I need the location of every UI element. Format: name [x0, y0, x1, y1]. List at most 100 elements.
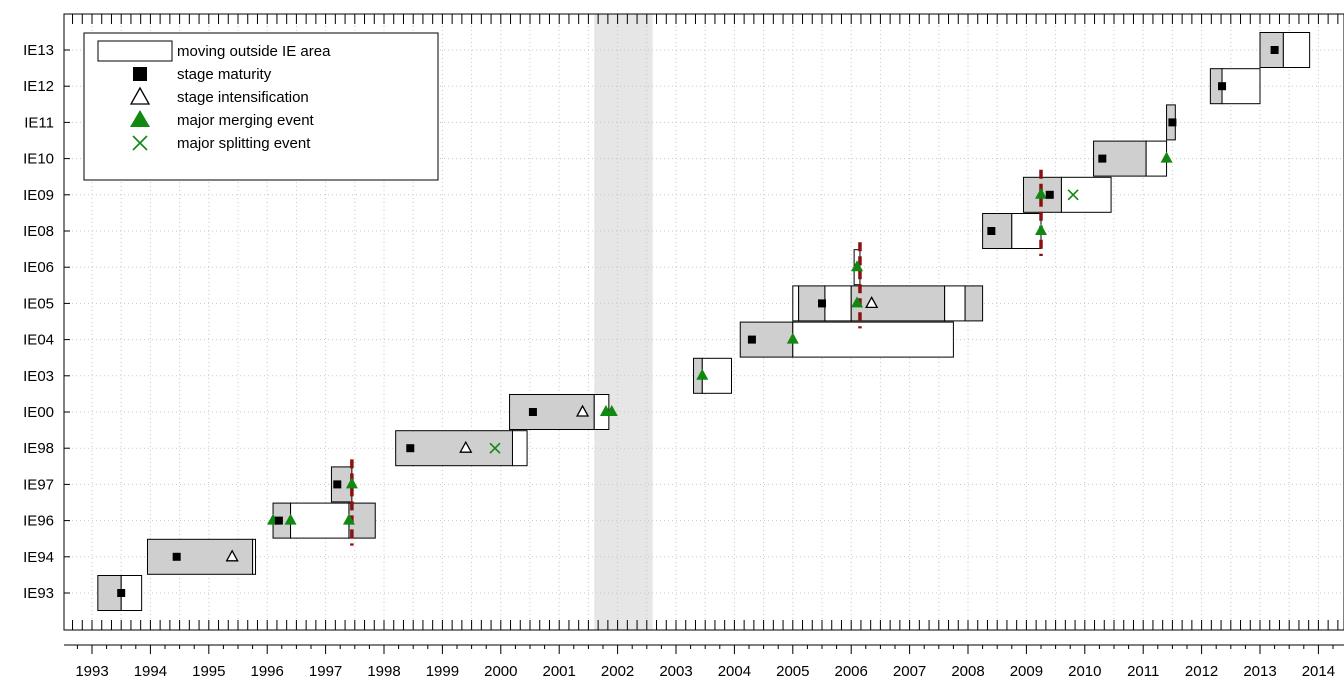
x-tick-label: 2003 [659, 663, 692, 680]
maturity-marker [818, 299, 826, 308]
y-tick-label: IE98 [23, 440, 54, 457]
intensification-marker [459, 440, 473, 453]
x-tick-label: 2006 [835, 663, 868, 680]
x-tick-label: 1993 [75, 663, 108, 680]
maturity-marker [987, 227, 996, 235]
bar-segment-outside [511, 430, 528, 467]
merge-marker [1035, 224, 1047, 235]
bar-segment-inside [850, 285, 946, 322]
dashed-connectors [350, 169, 1043, 546]
y-tick-label: IE96 [23, 513, 54, 530]
maturity-marker [1045, 190, 1054, 199]
y-tick-label: IE12 [23, 78, 54, 95]
bar-ie00 [509, 394, 610, 430]
bar-ie08 [982, 213, 1042, 249]
legend: moving outside IE area stage maturity stag… [83, 32, 439, 181]
merge-marker [786, 332, 799, 344]
y-tick-label: IE08 [23, 223, 54, 240]
legend-intensification-marker [129, 86, 151, 105]
split-stroke [489, 442, 501, 454]
y-tick-label: IE11 [24, 114, 54, 131]
maturity-marker [333, 480, 342, 489]
plot-frame [63, 13, 1344, 631]
x-tick-label: 1999 [426, 663, 459, 680]
bar-ie12 [1209, 68, 1261, 105]
intensification-marker [225, 549, 239, 562]
x-tick-label: 1997 [309, 663, 342, 680]
y-tick-label: IE93 [23, 585, 54, 602]
y-tick-label: IE00 [23, 404, 54, 421]
maturity-marker [1098, 154, 1107, 163]
split-marker [489, 442, 501, 454]
bar-segment-outside [290, 502, 350, 539]
maturity-marker [117, 589, 126, 597]
maturity-marker [747, 335, 756, 344]
merge-marker [342, 513, 355, 525]
bar-ie09 [1022, 176, 1112, 213]
merge-marker [851, 260, 864, 272]
bar-ie05 [792, 285, 984, 322]
intensification-marker [575, 404, 590, 417]
event-markers [117, 46, 1279, 597]
bar-segment-outside [824, 285, 852, 322]
merge-marker [696, 368, 709, 380]
y-tick-label: IE03 [23, 368, 54, 385]
plot-border [63, 13, 1344, 631]
merge-marker [851, 296, 864, 308]
shaded-period [594, 14, 653, 630]
y-tick-label: IE04 [23, 332, 54, 349]
x-tick-label: 1995 [192, 663, 225, 680]
maturity-marker [274, 516, 283, 525]
x-tick-label: 2012 [1185, 663, 1218, 680]
x-axis: 1993 1994 1995 1996 1997 1998 1999 2000 2001 2002… [64, 644, 1344, 680]
bar-segment-outside [252, 538, 257, 575]
bar-segment-inside [739, 321, 794, 358]
x-tick-label: 1998 [367, 663, 400, 680]
x-tick-label: 2011 [1127, 663, 1159, 680]
intensification-marker [865, 296, 879, 309]
maturity-marker [1168, 118, 1177, 127]
legend-split-marker [132, 135, 148, 151]
x-tick-label: 2007 [893, 663, 926, 680]
split-stroke [1067, 189, 1079, 201]
legend-merge-marker [130, 110, 150, 127]
x-tick-label: 1994 [134, 663, 167, 680]
y-tick-label: IE94 [23, 549, 54, 566]
bar-ie04 [739, 321, 954, 358]
bar-segment-outside [944, 285, 966, 322]
maturity-marker [1270, 46, 1279, 54]
y-tick-label: IE09 [23, 187, 54, 204]
bar-segment-outside [792, 285, 800, 322]
legend-label-intensification: stage intensification [177, 89, 309, 106]
merge-marker [605, 405, 618, 416]
bar-segment-inside [982, 213, 1013, 249]
x-tick-label: 2001 [543, 663, 576, 680]
bar-segment-outside [1221, 68, 1261, 105]
split-stroke [132, 135, 148, 151]
bar-ie94 [146, 538, 257, 575]
bar-segment-outside [1011, 213, 1042, 249]
legend-label-outside: moving outside IE area [177, 43, 331, 60]
merge-marker [1035, 187, 1047, 199]
maturity-marker [172, 552, 181, 561]
bar-segment-inside [146, 538, 254, 575]
bar-ie13 [1259, 32, 1311, 68]
x-tick-label: 1996 [251, 663, 284, 680]
x-tick-label: 2005 [776, 663, 809, 680]
x-tick-label: 2004 [718, 663, 751, 680]
x-tick-label: 2010 [1068, 663, 1101, 680]
legend-outside-swatch [97, 40, 173, 62]
x-tick-label: 2002 [601, 663, 634, 680]
legend-label-maturity: stage maturity [177, 66, 272, 83]
merge-marker [345, 477, 358, 489]
bar-segment-inside [395, 430, 513, 467]
bar-segment-outside [792, 321, 954, 358]
merge-marker [1160, 151, 1173, 163]
x-tick-label: 2013 [1243, 663, 1276, 680]
merge-marker [284, 513, 297, 525]
y-tick-label: IE05 [23, 295, 54, 312]
legend-label-merge: major merging event [177, 112, 315, 129]
shaded-period-rect [594, 14, 653, 630]
split-marker [1067, 189, 1079, 201]
y-tick-labels: IE93 IE94 IE96 IE97 IE98 IE00 IE03 IE04 IE05 IE06… [23, 42, 70, 602]
